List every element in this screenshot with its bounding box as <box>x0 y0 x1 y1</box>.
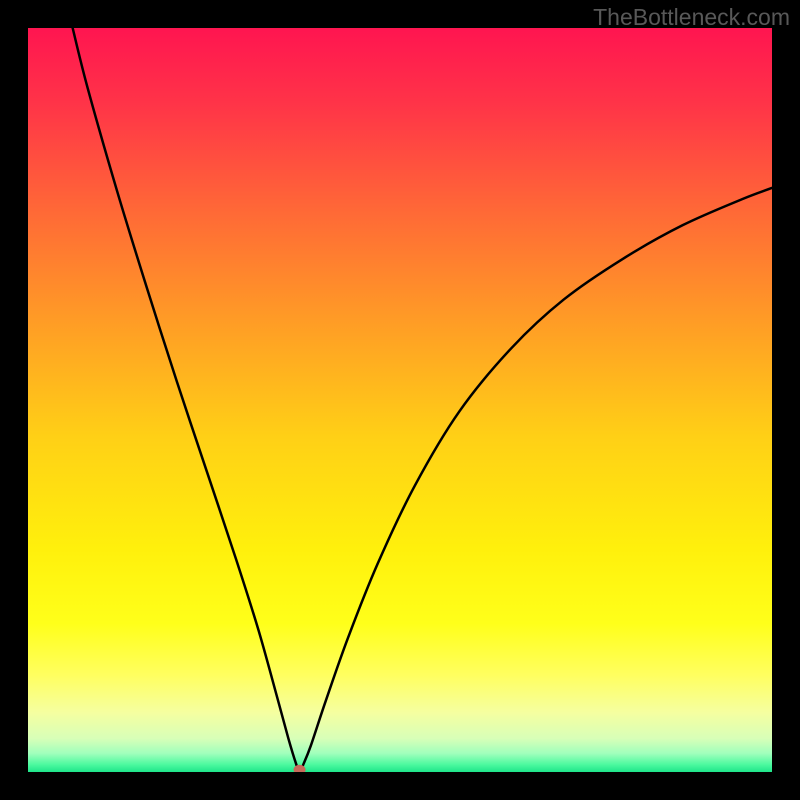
chart-frame <box>0 0 800 800</box>
watermark-text: TheBottleneck.com <box>593 4 790 31</box>
bottleneck-chart <box>28 28 772 772</box>
chart-background <box>28 28 772 772</box>
